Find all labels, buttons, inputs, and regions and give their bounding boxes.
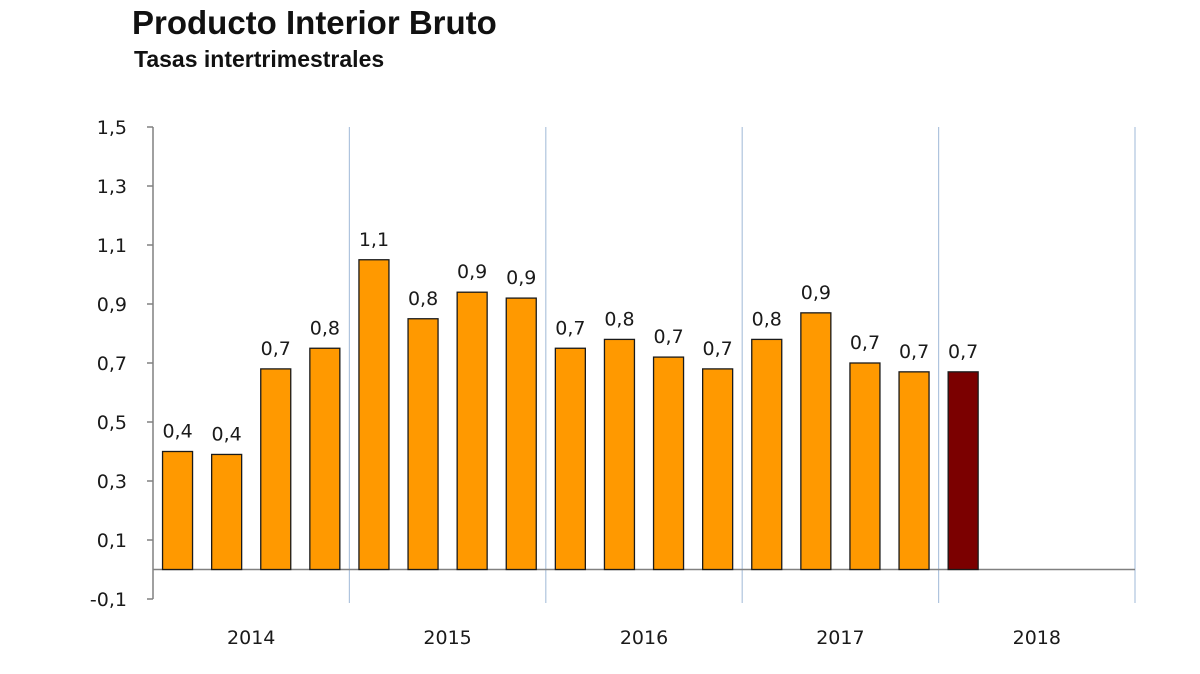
bar <box>407 318 439 571</box>
highlighted-bar <box>947 371 979 571</box>
bar <box>554 347 586 571</box>
bar <box>456 291 488 571</box>
data-label: 0,8 <box>604 308 634 330</box>
data-label: 0,7 <box>899 341 929 363</box>
data-label: 0,7 <box>653 326 683 348</box>
x-tick-label: 2015 <box>423 627 471 649</box>
data-label: 0,9 <box>801 282 831 304</box>
data-label: 0,7 <box>555 317 585 339</box>
data-label: 0,7 <box>261 338 291 360</box>
x-tick-label: 2016 <box>620 627 668 649</box>
bar <box>751 338 783 571</box>
y-tick-label: 1,1 <box>97 235 127 257</box>
bar <box>603 338 636 571</box>
x-tick-label: 2014 <box>227 627 275 649</box>
chart-title: Producto Interior Bruto <box>132 4 497 41</box>
bar <box>260 368 292 571</box>
x-tick-label: 2017 <box>816 627 864 649</box>
data-label: 0,7 <box>703 338 733 360</box>
data-label: 0,7 <box>948 341 978 363</box>
y-tick-label: 0,3 <box>97 471 127 493</box>
bar <box>210 453 243 571</box>
data-label: 0,4 <box>212 423 242 445</box>
y-tick-label: -0,1 <box>90 589 127 611</box>
data-label: 0,9 <box>457 261 487 283</box>
data-label: 0,8 <box>310 317 340 339</box>
data-label: 0,9 <box>506 267 536 289</box>
bar <box>898 371 930 571</box>
bar <box>652 356 685 571</box>
data-label: 0,7 <box>850 332 880 354</box>
bar <box>800 312 832 571</box>
y-tick-label: 0,7 <box>97 353 127 375</box>
bar <box>161 450 194 571</box>
chart-subtitle: Tasas intertrimestrales <box>134 46 385 72</box>
y-tick-label: 0,5 <box>97 412 127 434</box>
bar <box>358 259 390 571</box>
bar <box>702 368 734 571</box>
data-label: 1,1 <box>359 229 389 251</box>
data-label: 0,8 <box>752 308 782 330</box>
bar <box>309 347 341 571</box>
y-tick-label: 0,1 <box>97 530 127 552</box>
y-tick-label: 1,3 <box>97 176 127 198</box>
bar <box>505 297 537 571</box>
y-tick-label: 1,5 <box>97 117 127 139</box>
y-tick-label: 0,9 <box>97 294 127 316</box>
x-tick-label: 2018 <box>1013 627 1061 649</box>
data-label: 0,8 <box>408 288 438 310</box>
bar <box>849 362 881 571</box>
data-label: 0,4 <box>162 421 192 443</box>
